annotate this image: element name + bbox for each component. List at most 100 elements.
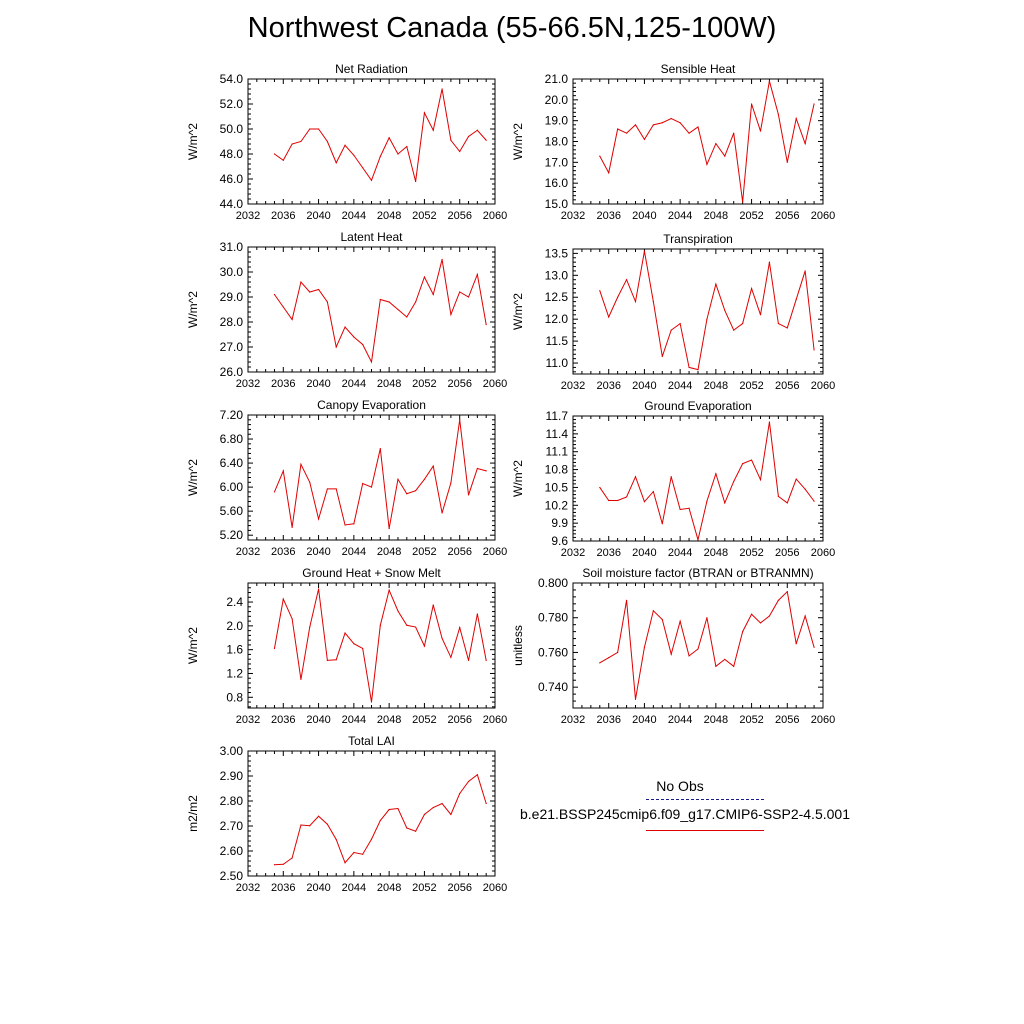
data-point — [450, 813, 452, 816]
data-point — [617, 651, 619, 654]
x-tick-label: 2040 — [306, 546, 330, 558]
y-tick-label: 2.60 — [220, 844, 244, 858]
data-point — [643, 646, 646, 648]
data-point — [459, 150, 461, 153]
data-point — [759, 479, 762, 481]
data-point — [634, 476, 637, 478]
plot-frame — [572, 415, 824, 542]
data-point — [370, 179, 373, 181]
data-point — [715, 665, 717, 667]
data-point — [643, 501, 646, 503]
data-point — [388, 527, 390, 530]
data-point — [309, 825, 311, 827]
data-point — [697, 369, 699, 371]
data-point — [353, 523, 355, 525]
x-tick-label: 2052 — [739, 210, 763, 222]
x-tick-label: 2044 — [342, 378, 366, 390]
data-point — [608, 657, 610, 659]
y-tick-label: 31.0 — [220, 240, 244, 254]
data-point — [300, 824, 302, 826]
data-point — [467, 296, 470, 298]
data-point — [697, 126, 699, 128]
data-point — [388, 589, 390, 591]
data-point — [326, 301, 328, 303]
data-point — [733, 132, 735, 134]
data-point — [476, 774, 478, 776]
data-point — [599, 662, 601, 664]
x-tick-label: 2044 — [668, 380, 692, 392]
data-point — [688, 366, 690, 369]
data-point — [406, 827, 408, 829]
x-tick-label: 2044 — [342, 882, 366, 894]
x-tick-label: 2056 — [775, 380, 799, 392]
data-point — [733, 665, 735, 667]
data-point — [335, 838, 337, 841]
data-point — [291, 143, 293, 145]
series-line-1 — [273, 588, 487, 703]
y-tick-label: 9.9 — [551, 516, 568, 530]
data-point — [706, 318, 708, 320]
data-point — [273, 491, 276, 493]
y-tick-label: 11.0 — [546, 356, 569, 370]
data-point — [688, 132, 690, 134]
y-tick-label: 3.00 — [220, 744, 244, 758]
data-point — [813, 646, 815, 648]
data-point — [335, 659, 337, 661]
data-point — [344, 326, 346, 328]
y-tick-label: 2.80 — [220, 794, 244, 808]
data-point — [625, 279, 628, 281]
data-point — [608, 316, 610, 318]
x-tick-label: 2040 — [306, 378, 330, 390]
x-tick-label: 2032 — [236, 210, 260, 222]
y-tick-label: 44.0 — [220, 197, 244, 211]
data-point — [679, 508, 681, 511]
x-tick-label: 2044 — [668, 714, 692, 726]
x-tick-label: 2036 — [271, 714, 295, 726]
data-point — [768, 80, 771, 82]
x-tick-label: 2056 — [447, 210, 471, 222]
data-point — [670, 117, 672, 120]
legend-obs-line — [646, 799, 764, 800]
panel-title: Ground Heat + Snow Melt — [302, 566, 441, 580]
x-tick-label: 2032 — [236, 714, 260, 726]
chart-panel-8: Soil moisture factor (BTRAN or BTRANMN) u… — [511, 566, 835, 726]
data-point — [706, 163, 708, 166]
plot-frame — [247, 582, 496, 709]
y-tick-label: 2.4 — [226, 595, 243, 609]
x-tick-label: 2040 — [306, 210, 330, 222]
chart-panel-6: Ground Evaporation W/m^2 2032 2036 2040 2044 2… — [511, 399, 835, 559]
data-point — [476, 273, 478, 276]
data-point — [733, 329, 735, 331]
data-point — [317, 288, 320, 291]
chart-panel-9: Total LAI m2/m2 2032 2036 2040 2044 2048 2052 20… — [186, 734, 507, 894]
x-tick-label: 2060 — [811, 714, 835, 726]
chart-panel-4: Transpiration W/m^2 2032 2036 2040 2044 2048 20… — [511, 232, 835, 392]
data-point — [273, 153, 276, 155]
data-point — [697, 648, 699, 650]
data-point — [634, 698, 637, 700]
data-point — [282, 863, 284, 865]
x-tick-label: 2036 — [596, 210, 620, 222]
data-point — [353, 643, 355, 645]
y-tick-label: 26.0 — [220, 365, 244, 379]
y-tick-label: 10.5 — [545, 480, 569, 494]
panel-title: Sensible Heat — [661, 62, 736, 76]
x-tick-label: 2036 — [596, 380, 620, 392]
data-point — [379, 448, 381, 450]
data-point — [282, 598, 284, 600]
y-tick-label: 21.0 — [545, 72, 569, 86]
y-tick-label: 12.0 — [545, 312, 569, 326]
data-point — [423, 478, 426, 480]
data-point — [397, 610, 399, 612]
data-point — [777, 495, 779, 497]
data-point — [415, 830, 417, 832]
x-tick-label: 2040 — [632, 380, 656, 392]
data-point — [432, 129, 434, 131]
x-tick-label: 2052 — [412, 378, 436, 390]
data-point — [599, 486, 601, 489]
panel-title: Net Radiation — [335, 62, 408, 76]
x-tick-label: 2040 — [306, 882, 330, 894]
panel-title: Canopy Evaporation — [317, 398, 426, 412]
data-point — [441, 88, 443, 90]
data-point — [786, 502, 788, 504]
